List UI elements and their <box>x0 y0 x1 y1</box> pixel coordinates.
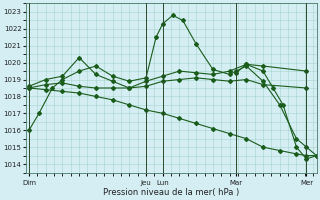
X-axis label: Pression niveau de la mer( hPa ): Pression niveau de la mer( hPa ) <box>103 188 239 197</box>
